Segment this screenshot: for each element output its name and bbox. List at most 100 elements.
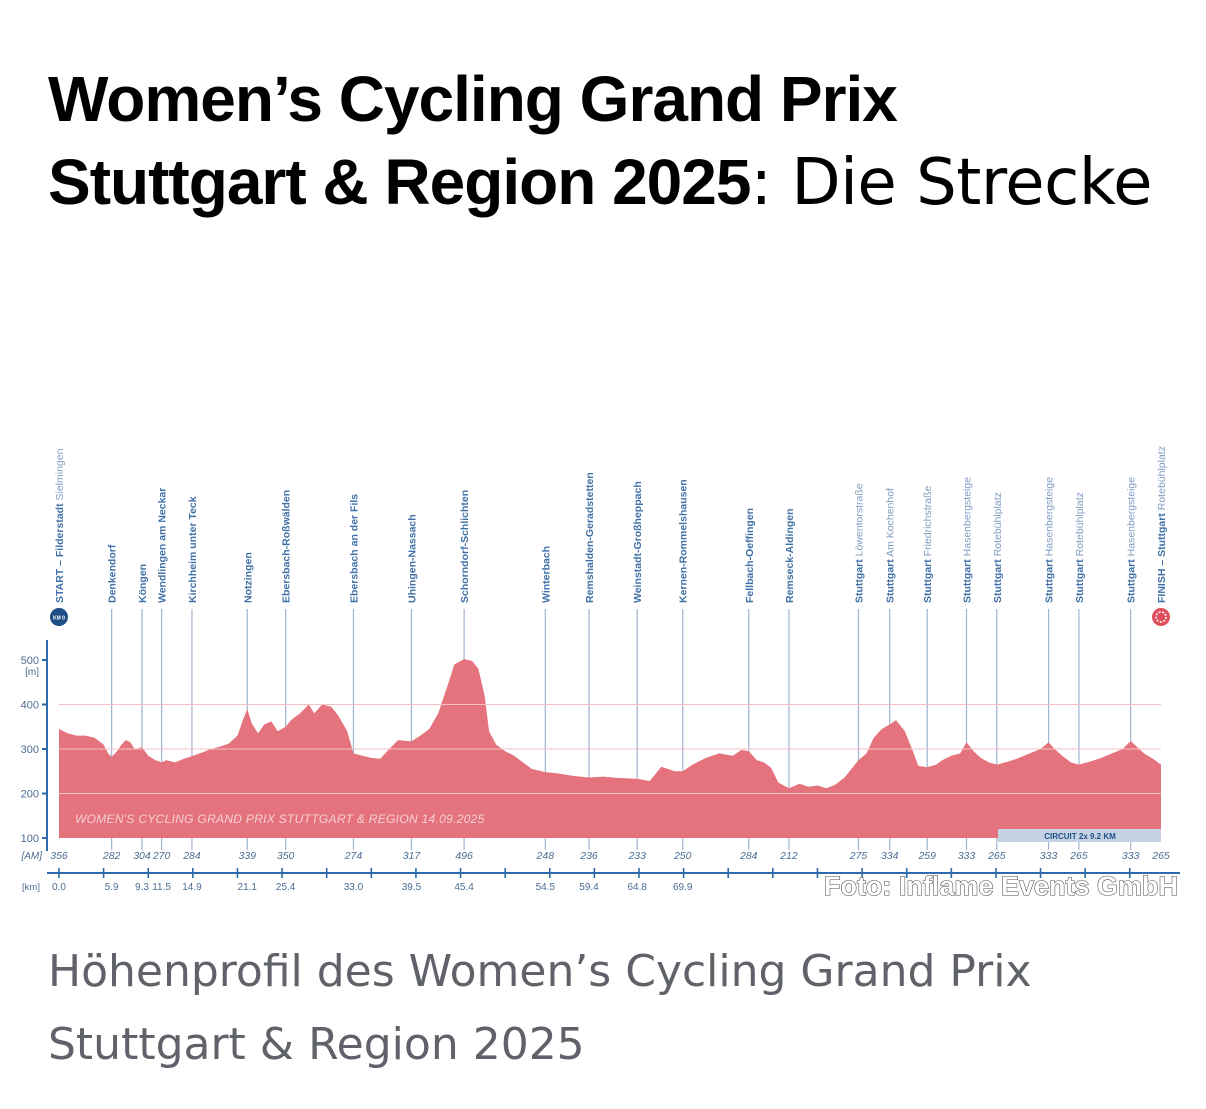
y-tick-label: 500 [21, 655, 39, 667]
waypoint-label: Wendlingen am Neckar [157, 488, 169, 603]
waypoint-subname: Rotebühlplatz [1156, 446, 1168, 513]
waypoint-altitude: 284 [739, 850, 758, 862]
waypoint-label: Denkendorf [107, 544, 119, 603]
waypoint-label: Weinstadt-Großheppach [632, 481, 644, 603]
waypoint-label: Stuttgart Friedrichstraße [922, 486, 934, 603]
waypoint-label: Stuttgart Am Kochenhof [885, 488, 897, 603]
y-tick-label: 200 [21, 789, 39, 801]
waypoint-altitude: 317 [403, 850, 422, 862]
waypoint-label: Remseck-Aldingen [784, 508, 796, 603]
waypoint-name: Kernen-Rommelshausen [678, 479, 690, 603]
circuit-label: CIRCUIT 2x 9.2 KM [1044, 832, 1116, 841]
waypoint-altitude: 248 [536, 850, 555, 862]
waypoint-altitude: 333 [1122, 850, 1140, 862]
km-row-label: [km] [22, 882, 40, 893]
waypoint-altitude: 334 [881, 850, 899, 862]
waypoint-label: Köngen [137, 564, 149, 603]
start-badge [50, 608, 68, 626]
waypoint-altitude: 265 [987, 850, 1006, 862]
waypoint-subname: Hasenbergsteige [1126, 477, 1138, 559]
waypoint-label: Ebersbach-Roßwälden [281, 490, 293, 603]
waypoint-label: Ebersbach an der Fils [348, 494, 360, 603]
waypoint-km: 59.4 [579, 882, 599, 893]
waypoint-subname: Hasenbergsteige [1044, 477, 1056, 559]
finish-badge [1152, 608, 1170, 626]
waypoint-label: START – Filderstadt Sielmingen [54, 448, 66, 603]
waypoint-altitude: 270 [152, 850, 171, 862]
start-badge-label: KM 0 [53, 616, 65, 622]
waypoint-name: Schorndorf-Schlichten [459, 490, 471, 603]
waypoint-name: Remseck-Aldingen [784, 508, 796, 603]
waypoint-subname: Löwentorstraße [854, 483, 866, 559]
waypoint-subname: Hasenbergsteige [961, 477, 973, 559]
waypoint-altitude: 284 [182, 850, 201, 862]
y-tick-label: 400 [21, 700, 39, 712]
waypoint-altitude: 350 [277, 850, 295, 862]
waypoint-altitude: 275 [849, 850, 868, 862]
waypoint-label: Kernen-Rommelshausen [678, 479, 690, 603]
waypoint-name: Uhingen-Nassach [406, 514, 418, 603]
waypoint-km: 54.5 [536, 882, 556, 893]
headline-rest: : Die Strecke [750, 146, 1152, 220]
waypoint-km: 69.9 [673, 882, 693, 893]
waypoint-label: Schorndorf-Schlichten [459, 490, 471, 603]
waypoint-altitude: 212 [779, 850, 798, 862]
waypoint-km: 9.3 [135, 882, 149, 893]
y-axis: 100 200 300 400 500[m] [21, 640, 48, 851]
waypoint-altitude: 265 [1069, 850, 1088, 862]
watermark: WOMEN'S CYCLING GRAND PRIX STUTTGART & R… [75, 812, 485, 826]
waypoint-altitude: 259 [917, 850, 936, 862]
waypoint-label: Stuttgart Rotebühlplatz [1074, 492, 1086, 603]
waypoint-name: Denkendorf [107, 544, 119, 603]
waypoint-label: Notzingen [242, 552, 254, 603]
finish-badge-ring [1155, 611, 1167, 623]
waypoint-name: Stuttgart [1074, 559, 1086, 603]
photo-credit: Foto: Inflame Events GmbH [824, 871, 1178, 901]
waypoint-km: 11.5 [152, 882, 171, 893]
waypoint-name: Köngen [137, 564, 149, 603]
waypoint-altitude: 250 [673, 850, 692, 862]
waypoint-altitude: 333 [1040, 850, 1058, 862]
waypoint-name: Ebersbach-Roßwälden [281, 490, 293, 603]
waypoint-altitude: 304 [133, 850, 151, 862]
figure-caption: Höhenprofil des Women’s Cycling Grand Pr… [48, 946, 1032, 1070]
circuit-box [998, 829, 1161, 842]
waypoint-name: Stuttgart [1044, 559, 1056, 603]
waypoint-subname: Sielmingen [54, 448, 66, 503]
waypoint-altitude: 339 [239, 850, 257, 862]
waypoint-km: 25.4 [276, 882, 296, 893]
waypoint-km: 5.9 [105, 882, 119, 893]
waypoint-name: Remshalden-Geradstetten [584, 472, 596, 603]
waypoint-altitude: 265 [1151, 850, 1170, 862]
waypoint-altitude: 233 [627, 850, 646, 862]
article-headline: Women’s Cycling Grand Prix Stuttgart & R… [48, 58, 1168, 224]
waypoint-name: Stuttgart [961, 559, 973, 603]
waypoint-altitude: 282 [102, 850, 121, 862]
headline-bold: Women’s Cycling Grand Prix Stuttgart & R… [48, 63, 898, 218]
altitude-row-label: [AM] [20, 851, 42, 862]
waypoint-altitude: 496 [455, 850, 473, 862]
waypoint-name: Stuttgart [922, 559, 934, 603]
waypoint-label: Stuttgart Hasenbergsteige [961, 477, 973, 603]
waypoint-label: Stuttgart Hasenbergsteige [1044, 477, 1056, 603]
waypoint-label: FINISH – Stuttgart Rotebühlplatz [1156, 446, 1168, 603]
grid-lines [59, 704, 1161, 794]
chart-extras: WOMEN'S CYCLING GRAND PRIX STUTTGART & R… [75, 812, 1161, 842]
waypoint-km: 39.5 [402, 882, 422, 893]
waypoint-name: START – Filderstadt [54, 503, 66, 603]
waypoint-name: Weinstadt-Großheppach [632, 481, 644, 603]
waypoint-km: 45.4 [454, 882, 474, 893]
waypoint-altitude: 356 [50, 850, 68, 862]
waypoint-subname: Am Kochenhof [885, 488, 897, 559]
waypoint-label: Kirchheim unter Teck [187, 496, 199, 603]
waypoint-label: Remshalden-Geradstetten [584, 472, 596, 603]
waypoint-altitude: 236 [579, 850, 598, 862]
elevation-profile-chart: 100 200 300 400 500[m] KM 0 START – Fildersta… [0, 395, 1206, 910]
waypoint-name: Fellbach-Oeffingen [744, 508, 756, 603]
waypoint-label: Stuttgart Rotebühlplatz [992, 492, 1004, 603]
waypoint-altitude: 333 [958, 850, 976, 862]
waypoint-altitude: 274 [344, 850, 363, 862]
waypoint-label: Stuttgart Hasenbergsteige [1126, 477, 1138, 603]
waypoint-name: Winterbach [540, 546, 552, 603]
waypoint-label: Fellbach-Oeffingen [744, 508, 756, 603]
